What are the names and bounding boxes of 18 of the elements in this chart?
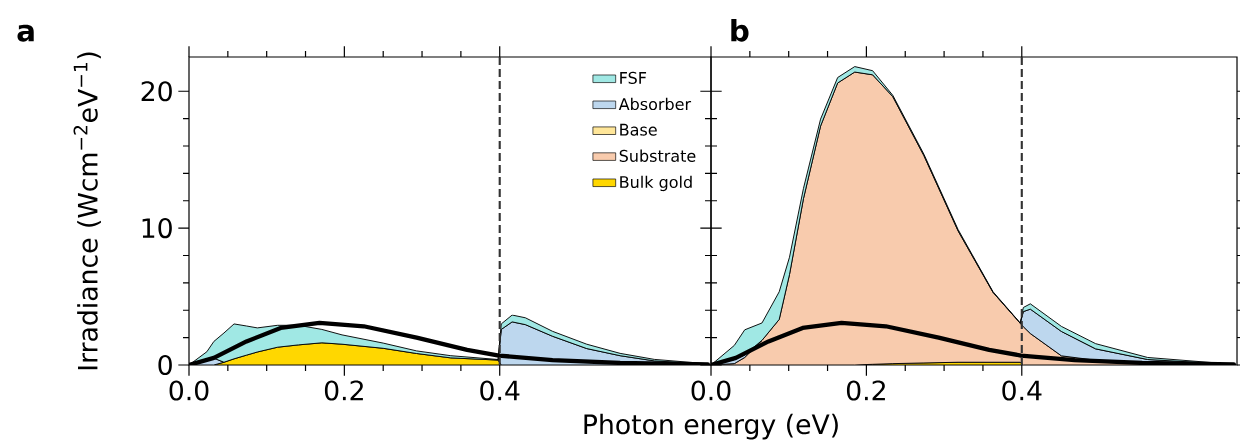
legend-label: Bulk gold <box>620 175 692 192</box>
y-tick-label: 20 <box>141 81 172 102</box>
y-tick-label: 10 <box>142 218 172 239</box>
y-axis-title: Irradiance (Wcm$^{−2}$eV$^{−1}$) <box>73 52 101 370</box>
x-tick-label: 0.4 <box>1002 380 1042 401</box>
chart-title: a <box>17 24 34 42</box>
x-axis-title: Photon energy (eV) <box>584 413 838 440</box>
x-tick-label: 0.2 <box>846 380 885 401</box>
x-tick-label: 0.0 <box>169 380 209 401</box>
x-tick-label: 0.0 <box>691 380 731 401</box>
chart-title: b <box>731 18 749 42</box>
x-tick-label: 0.2 <box>324 380 363 401</box>
legend-label: Substrate <box>619 149 696 162</box>
legend-label: Base <box>620 123 657 136</box>
y-tick-label: 0 <box>158 354 172 376</box>
legend-label: FSF <box>620 71 647 84</box>
legend-label: Absorber <box>618 97 692 111</box>
x-tick-label: 0.4 <box>480 380 520 401</box>
